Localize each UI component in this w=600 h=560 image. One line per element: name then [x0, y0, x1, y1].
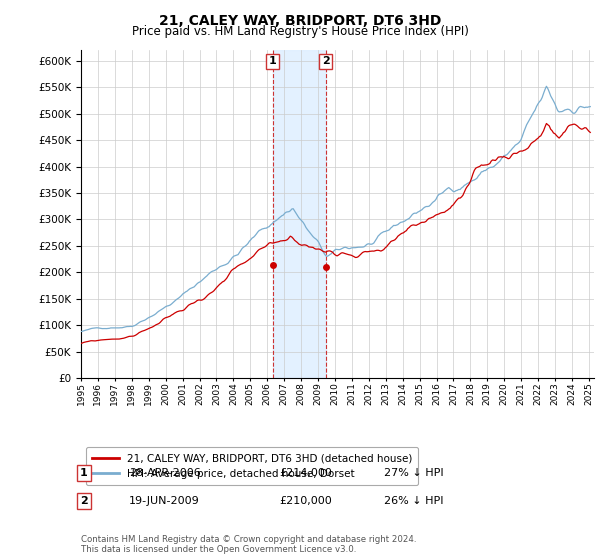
- Text: 1: 1: [269, 57, 277, 66]
- Text: Contains HM Land Registry data © Crown copyright and database right 2024.
This d: Contains HM Land Registry data © Crown c…: [81, 535, 416, 554]
- Text: 2: 2: [322, 57, 329, 66]
- Text: 26% ↓ HPI: 26% ↓ HPI: [384, 496, 443, 506]
- Text: 27% ↓ HPI: 27% ↓ HPI: [384, 468, 443, 478]
- Legend: 21, CALEY WAY, BRIDPORT, DT6 3HD (detached house), HPI: Average price, detached : 21, CALEY WAY, BRIDPORT, DT6 3HD (detach…: [86, 447, 418, 485]
- Text: £210,000: £210,000: [279, 496, 332, 506]
- Bar: [273, 50, 326, 378]
- Text: 19-JUN-2009: 19-JUN-2009: [129, 496, 200, 506]
- Text: Price paid vs. HM Land Registry's House Price Index (HPI): Price paid vs. HM Land Registry's House …: [131, 25, 469, 38]
- Text: 21, CALEY WAY, BRIDPORT, DT6 3HD: 21, CALEY WAY, BRIDPORT, DT6 3HD: [159, 14, 441, 28]
- Text: 1: 1: [80, 468, 88, 478]
- Text: 2: 2: [80, 496, 88, 506]
- Text: 28-APR-2006: 28-APR-2006: [129, 468, 201, 478]
- Text: £214,000: £214,000: [279, 468, 332, 478]
